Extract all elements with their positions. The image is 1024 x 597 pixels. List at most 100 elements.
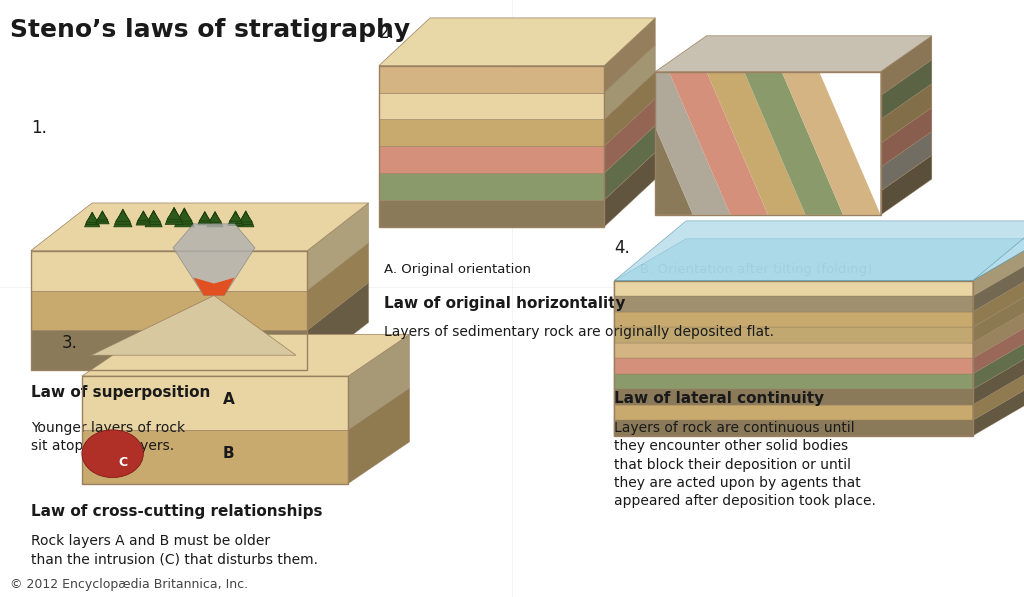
Text: A: A	[222, 392, 234, 407]
Polygon shape	[238, 211, 254, 227]
Text: Younger layers of rock
sit atop older layers.: Younger layers of rock sit atop older la…	[31, 421, 185, 453]
Polygon shape	[973, 285, 1024, 343]
Polygon shape	[209, 213, 221, 222]
Polygon shape	[881, 84, 932, 143]
Polygon shape	[96, 211, 109, 222]
Polygon shape	[85, 213, 99, 224]
Polygon shape	[348, 388, 410, 484]
Polygon shape	[379, 146, 604, 173]
Polygon shape	[614, 296, 973, 312]
Text: 4.: 4.	[614, 239, 630, 257]
Polygon shape	[973, 270, 1024, 327]
Polygon shape	[594, 72, 693, 215]
Polygon shape	[379, 18, 655, 66]
Polygon shape	[31, 291, 307, 330]
Polygon shape	[145, 211, 162, 224]
Polygon shape	[116, 211, 130, 221]
Polygon shape	[614, 239, 1024, 281]
Polygon shape	[614, 281, 973, 296]
Polygon shape	[31, 251, 307, 291]
Polygon shape	[973, 254, 1024, 312]
Text: B: B	[222, 446, 234, 461]
Polygon shape	[614, 420, 973, 436]
Polygon shape	[604, 18, 655, 93]
Polygon shape	[669, 72, 768, 215]
Text: Law of superposition: Law of superposition	[31, 385, 210, 400]
Polygon shape	[348, 334, 410, 430]
Polygon shape	[881, 36, 932, 96]
Polygon shape	[229, 212, 242, 221]
Text: Law of cross-cutting relationships: Law of cross-cutting relationships	[31, 504, 323, 519]
Polygon shape	[614, 327, 973, 343]
Text: Law of original horizontality: Law of original horizontality	[384, 296, 626, 310]
Polygon shape	[194, 278, 234, 296]
Polygon shape	[137, 212, 150, 221]
Polygon shape	[973, 239, 1024, 296]
Polygon shape	[165, 207, 183, 224]
Polygon shape	[632, 72, 730, 215]
Text: Rock layers A and B must be older
than the intrusion (C) that disturbs them.: Rock layers A and B must be older than t…	[31, 534, 317, 567]
Text: Layers of sedimentary rock are originally deposited flat.: Layers of sedimentary rock are originall…	[384, 325, 774, 339]
Text: 2.: 2.	[379, 24, 395, 42]
Polygon shape	[176, 210, 193, 221]
Text: C: C	[119, 456, 127, 469]
Polygon shape	[199, 212, 211, 223]
Polygon shape	[173, 224, 255, 296]
Polygon shape	[973, 332, 1024, 389]
Polygon shape	[167, 209, 181, 219]
Polygon shape	[31, 330, 307, 370]
Polygon shape	[707, 72, 806, 215]
Polygon shape	[198, 211, 212, 225]
Polygon shape	[614, 374, 973, 389]
Polygon shape	[227, 211, 244, 226]
Text: B. Orientation after tilting (folding): B. Orientation after tilting (folding)	[640, 263, 872, 276]
Polygon shape	[307, 203, 369, 291]
Ellipse shape	[82, 430, 143, 478]
Polygon shape	[240, 213, 252, 222]
Text: A. Original orientation: A. Original orientation	[384, 263, 531, 276]
Polygon shape	[95, 211, 110, 224]
Polygon shape	[145, 210, 162, 227]
Polygon shape	[82, 430, 348, 484]
Polygon shape	[744, 72, 843, 215]
Polygon shape	[239, 211, 253, 224]
Polygon shape	[84, 212, 100, 227]
Text: 3.: 3.	[61, 334, 78, 352]
Polygon shape	[614, 312, 973, 327]
Polygon shape	[82, 334, 410, 376]
Polygon shape	[379, 119, 604, 146]
Polygon shape	[973, 347, 1024, 405]
Polygon shape	[31, 203, 369, 251]
Polygon shape	[604, 152, 655, 227]
Polygon shape	[881, 60, 932, 119]
Polygon shape	[973, 316, 1024, 374]
Polygon shape	[307, 243, 369, 330]
Polygon shape	[604, 45, 655, 119]
Polygon shape	[207, 211, 223, 227]
Text: Steno’s laws of stratigraphy: Steno’s laws of stratigraphy	[10, 18, 411, 42]
Polygon shape	[114, 209, 132, 227]
Polygon shape	[97, 212, 108, 220]
Polygon shape	[973, 301, 1024, 358]
Polygon shape	[604, 99, 655, 173]
Polygon shape	[228, 211, 243, 223]
Text: 1.: 1.	[31, 119, 47, 137]
Polygon shape	[82, 376, 348, 430]
Polygon shape	[174, 208, 195, 227]
Polygon shape	[91, 296, 296, 355]
Polygon shape	[781, 72, 881, 215]
Polygon shape	[137, 211, 150, 223]
Polygon shape	[614, 358, 973, 374]
Polygon shape	[379, 66, 604, 93]
Polygon shape	[881, 131, 932, 191]
Polygon shape	[614, 221, 1024, 281]
Polygon shape	[379, 200, 604, 227]
Polygon shape	[208, 212, 222, 224]
Polygon shape	[379, 173, 604, 200]
Text: © 2012 Encyclopædia Britannica, Inc.: © 2012 Encyclopædia Britannica, Inc.	[10, 578, 249, 591]
Polygon shape	[614, 343, 973, 358]
Polygon shape	[604, 125, 655, 200]
Polygon shape	[614, 389, 973, 405]
Polygon shape	[604, 72, 655, 146]
Polygon shape	[973, 363, 1024, 420]
